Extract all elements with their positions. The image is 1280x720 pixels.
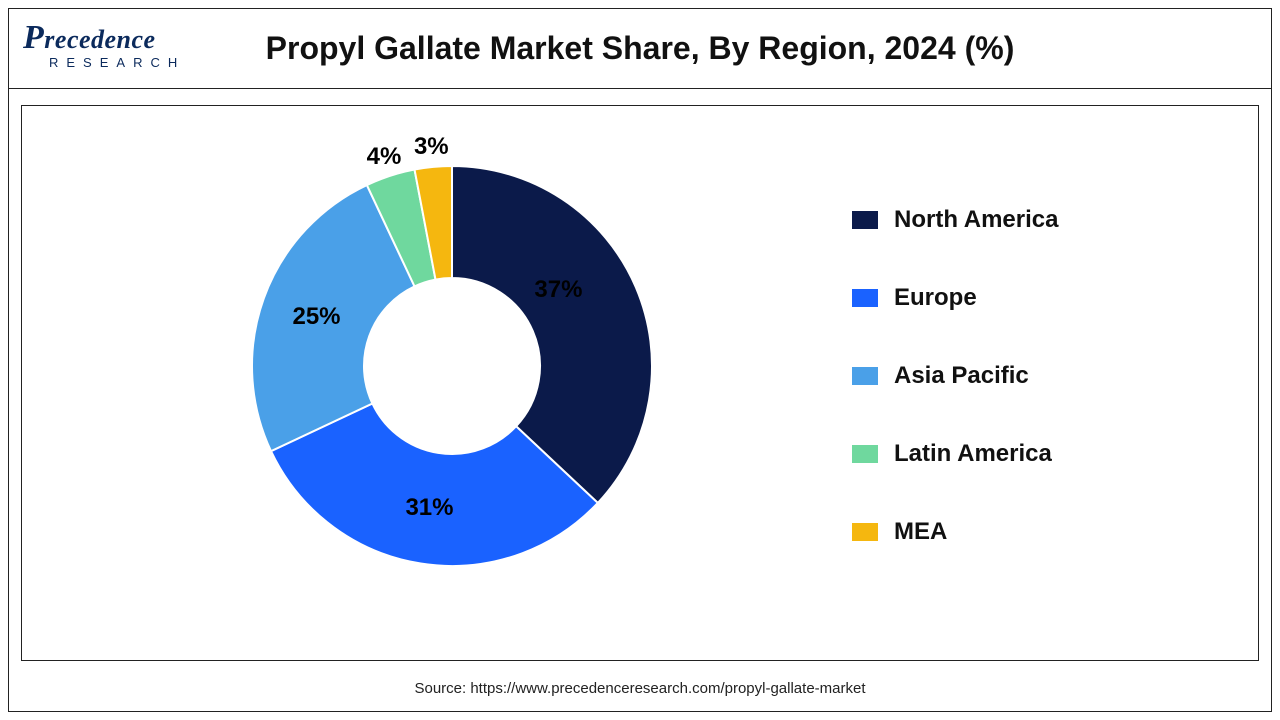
logo-main-rest: recedence xyxy=(44,25,155,54)
legend-label: Latin America xyxy=(894,440,1052,468)
legend-swatch xyxy=(852,445,878,463)
legend-label: Europe xyxy=(894,284,977,312)
brand-logo: Precedence RESEARCH xyxy=(23,19,213,70)
slice-label-mea: 3% xyxy=(414,133,449,161)
slice-label-europe: 31% xyxy=(405,494,453,522)
slice-label-asia-pacific: 25% xyxy=(292,303,340,331)
legend-swatch xyxy=(852,211,878,229)
legend-swatch xyxy=(852,523,878,541)
legend-swatch xyxy=(852,289,878,307)
legend-row-europe: Europe xyxy=(852,284,1172,312)
outer-frame: Precedence RESEARCH Propyl Gallate Marke… xyxy=(8,8,1272,712)
donut-chart: 37%31%25%4%3% xyxy=(232,146,672,586)
legend-row-mea: MEA xyxy=(852,518,1172,546)
legend-row-north-america: North America xyxy=(852,206,1172,234)
legend-row-asia-pacific: Asia Pacific xyxy=(852,362,1172,390)
legend-row-latin-america: Latin America xyxy=(852,440,1172,468)
legend-swatch xyxy=(852,367,878,385)
legend: North America Europe Asia Pacific Latin Ame… xyxy=(852,206,1172,596)
source-text: Source: https://www.precedenceresearch.c… xyxy=(9,680,1271,697)
logo-main: Precedence xyxy=(23,19,213,57)
legend-label: North America xyxy=(894,206,1058,234)
chart-frame: 37% 31% 25% 4% 3% North America Europe Asia Pa… xyxy=(21,105,1259,661)
header-bar: Precedence RESEARCH Propyl Gallate Marke… xyxy=(9,9,1271,89)
logo-sub: RESEARCH xyxy=(23,55,213,70)
legend-label: Asia Pacific xyxy=(894,362,1029,390)
legend-label: MEA xyxy=(894,518,947,546)
slice-label-north-america: 37% xyxy=(534,276,582,304)
slice-label-latin-america: 4% xyxy=(367,143,402,171)
